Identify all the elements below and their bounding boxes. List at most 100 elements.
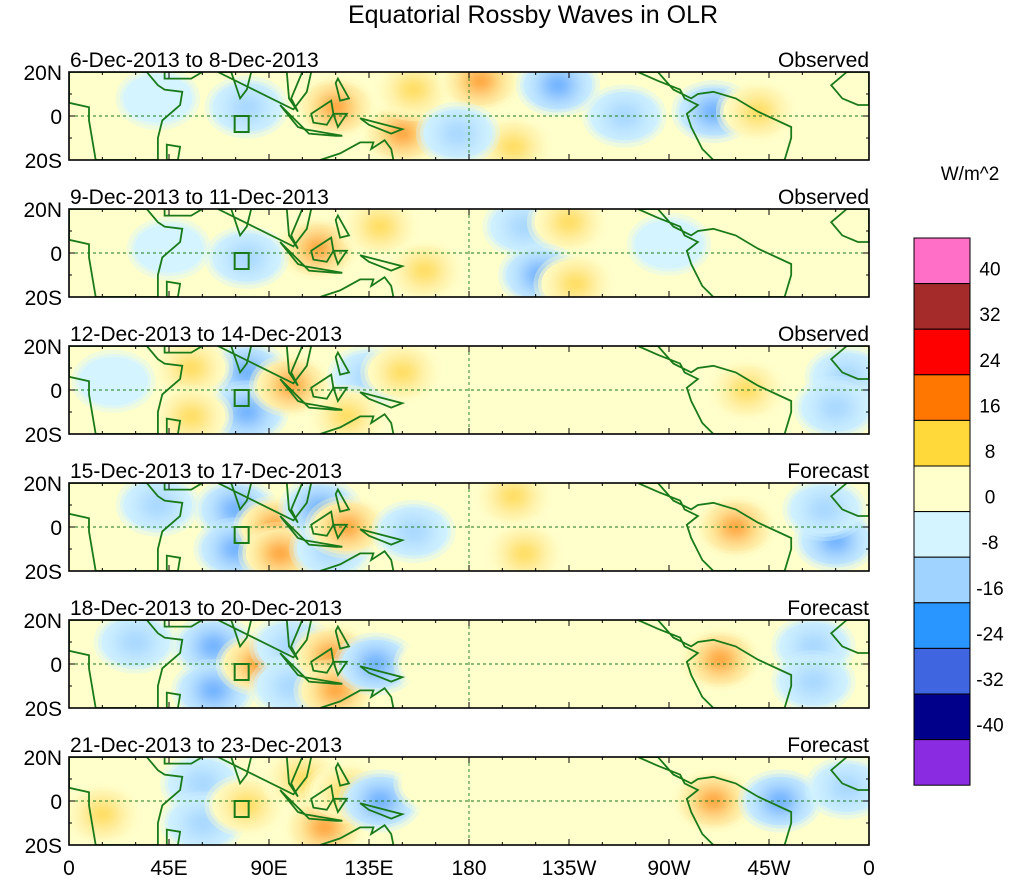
anomaly-5 <box>479 124 548 160</box>
anomaly-band <box>81 800 124 828</box>
coastline <box>359 254 406 272</box>
anomaly-band <box>503 213 546 241</box>
coastline <box>637 72 793 160</box>
anomaly-12 <box>79 359 148 404</box>
coastline <box>334 76 351 102</box>
coastline <box>829 346 869 380</box>
anomaly-band <box>392 517 435 545</box>
anomaly-band <box>225 93 268 121</box>
y-tick-label: 20S <box>25 698 62 721</box>
anomaly-4 <box>446 72 515 103</box>
coastline <box>334 350 351 376</box>
y-tick-label: 0 <box>50 243 62 266</box>
panel-status: Forecast <box>787 597 869 620</box>
anomaly-band <box>276 375 307 396</box>
y-tick-label: 20N <box>23 336 62 359</box>
coastline <box>637 346 793 434</box>
coastline <box>310 99 335 126</box>
anomaly-field <box>69 620 869 708</box>
coastline <box>217 483 313 524</box>
coastline <box>319 549 395 571</box>
anomaly-12 <box>779 659 848 704</box>
coastline <box>310 510 335 537</box>
anomaly-band <box>225 791 268 819</box>
anomaly-6 <box>523 72 592 108</box>
coastline <box>319 138 395 160</box>
anomaly-10 <box>701 226 770 271</box>
coastline <box>829 209 869 243</box>
anomaly-8 <box>379 509 448 554</box>
y-tick-label: 20N <box>23 610 62 633</box>
x-tick-label: 45E <box>150 857 187 880</box>
anomaly-band <box>814 394 857 422</box>
anomaly-band <box>803 495 846 523</box>
x-axis: 0 45E 90E 135E 180 135W 90W 45W 0 <box>63 857 875 880</box>
anomaly-10 <box>686 637 755 682</box>
coastline <box>163 483 205 491</box>
coastline <box>163 346 205 354</box>
coastline <box>359 391 406 409</box>
x-tick-label: 45W <box>747 857 790 880</box>
panel-6: 20N 0 20S 21-Dec-2013 to 23-Dec-2013 Forecas… <box>23 734 870 858</box>
x-tick-label: 90W <box>647 857 690 880</box>
panel-date-range: 15-Dec-2013 to 17-Dec-2013 <box>70 460 342 483</box>
coastline <box>829 757 869 791</box>
coastline <box>310 236 335 263</box>
panel-ticks <box>68 208 870 298</box>
anomaly-field <box>69 209 869 297</box>
panel-status: Observed <box>778 49 869 72</box>
anomaly-11 <box>801 385 869 430</box>
region-box <box>233 526 250 544</box>
y-tick-label: 20S <box>25 150 62 173</box>
panel-3: 20N 0 20S 12-Dec-2013 to 14-Dec-2013 Observe… <box>23 323 870 447</box>
panel-status: Observed <box>778 186 869 209</box>
colorbar-label: 24 <box>979 351 1001 372</box>
anomaly-5 <box>535 209 603 245</box>
coastlines <box>69 757 869 845</box>
anomaly-band <box>792 632 835 660</box>
anomaly-9 <box>712 368 781 412</box>
coastline <box>165 554 182 571</box>
x-tick-label: 180 <box>451 857 486 880</box>
coastline <box>637 209 793 297</box>
panel-date-range: 9-Dec-2013 to 11-Dec-2013 <box>70 186 329 209</box>
anomaly-11 <box>635 222 703 267</box>
anomaly-field <box>69 346 869 434</box>
anomaly-band <box>492 133 535 160</box>
anomaly-3 <box>212 783 281 828</box>
coastline <box>217 757 313 798</box>
anomaly-10 <box>746 779 815 823</box>
anomaly-band <box>181 769 224 797</box>
anomaly-band <box>320 680 351 701</box>
colorbar-swatch <box>913 419 971 467</box>
coastlines <box>69 620 869 708</box>
y-tick-label: 0 <box>50 380 62 403</box>
anomaly-band <box>220 539 251 559</box>
panel-ticks <box>68 756 870 846</box>
coastline <box>69 72 184 160</box>
coastline <box>69 346 184 434</box>
coastline <box>319 412 395 434</box>
panel-ticks <box>68 482 870 572</box>
coastline <box>69 483 184 571</box>
anomaly-band <box>135 226 203 271</box>
anomaly-1 <box>283 226 352 271</box>
colorbar-swatch <box>913 511 971 558</box>
region-box <box>233 252 250 270</box>
anomaly-band <box>309 817 340 838</box>
coastline <box>829 72 869 106</box>
anomaly-band <box>503 539 546 567</box>
anomaly-8 <box>368 350 437 395</box>
coastline <box>332 112 349 130</box>
anomaly-13 <box>790 487 859 532</box>
coastline <box>319 275 395 297</box>
coastline <box>829 620 869 654</box>
coastline <box>163 209 205 217</box>
colorbar-label: 32 <box>979 305 1000 326</box>
y-tick-label: 20S <box>25 561 62 584</box>
coastline <box>637 757 793 845</box>
y-tick-label: 0 <box>50 517 62 540</box>
anomaly-band <box>381 358 424 386</box>
anomaly-band <box>359 213 402 241</box>
